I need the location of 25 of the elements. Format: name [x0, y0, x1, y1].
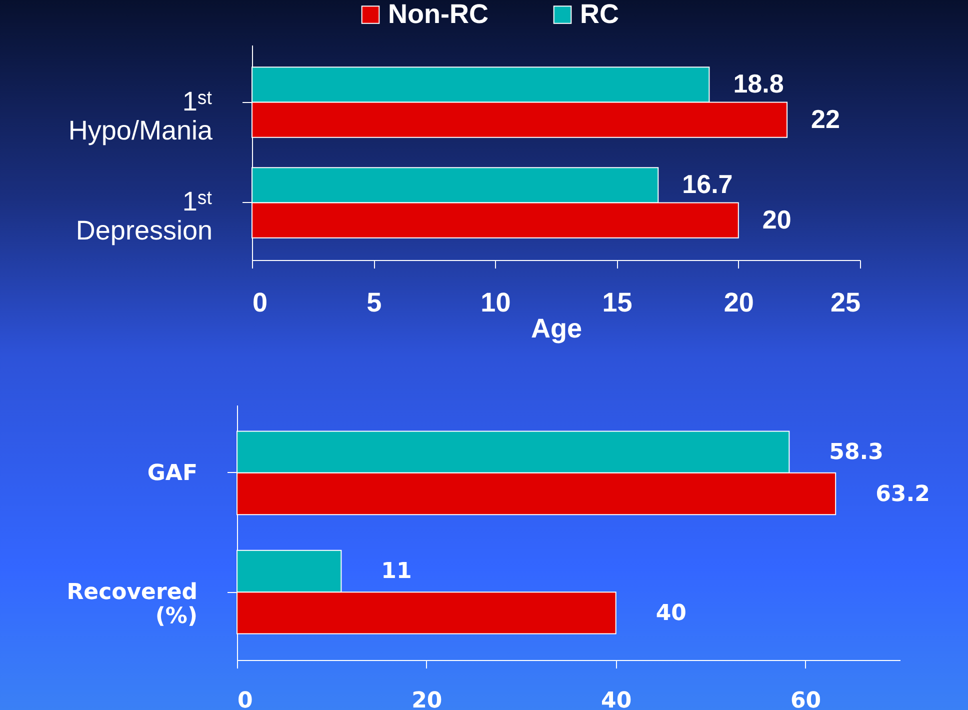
x-tick-label: 15: [602, 288, 632, 318]
x-axis-title: Age: [530, 314, 582, 344]
x-tick-label: 0: [252, 288, 268, 318]
data-label: 63.2: [876, 482, 930, 507]
legend-label: Non-RC: [388, 0, 488, 29]
x-tick-label: 5: [366, 288, 382, 318]
x-tick-label: 40: [601, 688, 632, 710]
y-tick-label: 1ˢᵗ Hypo/Mania: [68, 86, 214, 146]
x-tick-label: 25: [830, 288, 860, 318]
x-tick-label: 10: [480, 288, 511, 318]
data-label: 20: [762, 204, 792, 234]
y-tick-label: Recovered (%): [66, 580, 198, 630]
data-label: 22: [811, 104, 840, 134]
x-tick-label: 60: [790, 688, 822, 710]
x-tick-label: 20: [724, 288, 754, 318]
data-label: 58.3: [829, 440, 884, 466]
data-label: 40: [656, 600, 686, 626]
legend-label: RC: [580, 0, 619, 29]
data-label: 11: [381, 559, 412, 584]
x-tick-label: 0: [238, 688, 253, 710]
data-label: 18.8: [733, 68, 784, 99]
data-label: 16.7: [682, 169, 733, 200]
x-tick-label: 20: [412, 688, 442, 710]
y-tick-label: 1ˢᵗ Depression: [76, 186, 213, 246]
y-tick-label: GAF: [147, 460, 198, 486]
